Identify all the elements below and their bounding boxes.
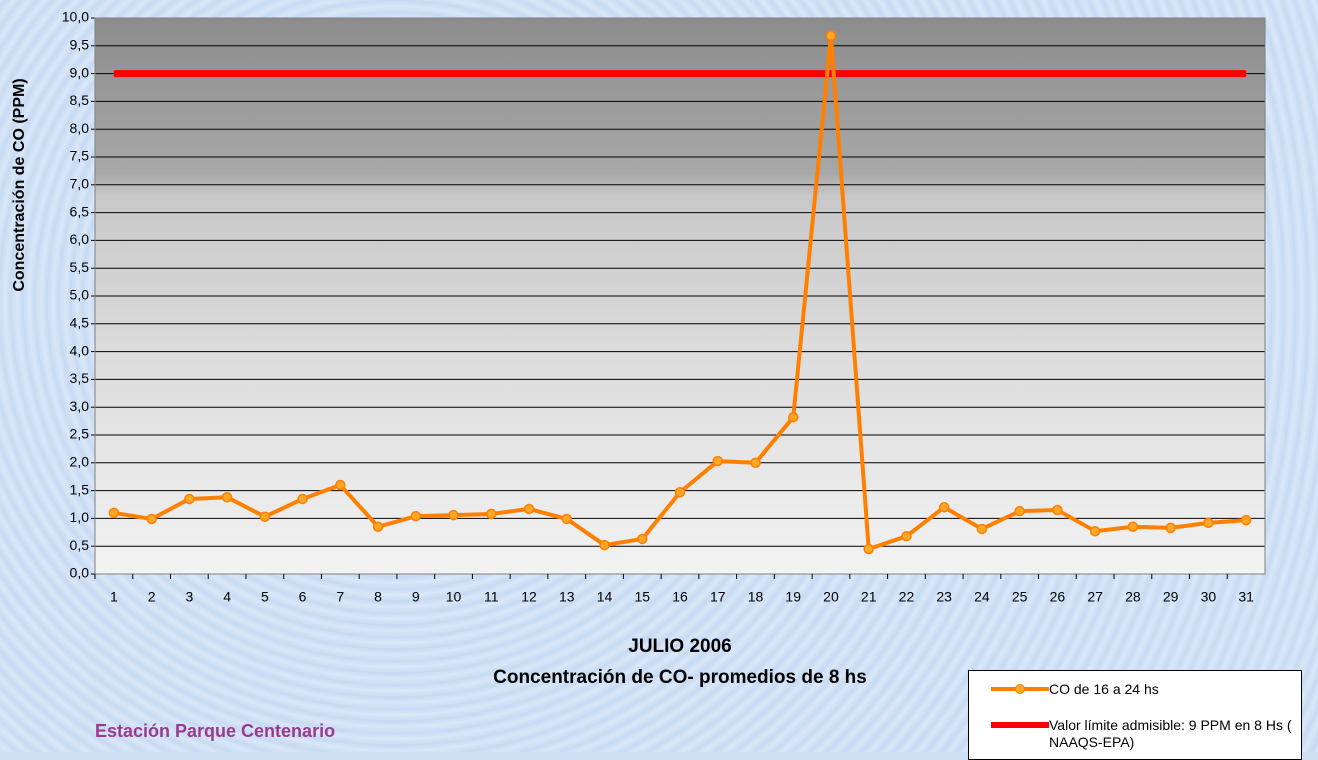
x-tick-label: 1 [110,589,118,605]
x-tick-label: 11 [484,589,499,605]
data-point [1052,504,1063,516]
legend-label: CO de 16 a 24 hs [1049,681,1159,697]
x-tick-label: 14 [597,589,613,605]
y-tick-label: 2,5 [70,426,90,442]
x-tick-label: 8 [374,589,382,605]
x-tick-label: 31 [1238,589,1254,605]
y-tick-label: 3,5 [70,370,90,386]
y-tick-label: 1,0 [70,509,90,525]
y-tick-label: 1,5 [70,481,90,497]
data-point [221,492,233,503]
data-point [712,455,723,467]
data-point [297,493,308,505]
x-tick-label: 15 [634,589,650,605]
y-tick-label: 0,5 [70,537,90,553]
y-tick-label: 6,5 [70,203,90,219]
x-tick-label: 10 [446,589,462,605]
x-tick-label: 4 [223,589,231,605]
y-tick-label: 0,0 [70,565,90,581]
data-point [938,502,950,513]
x-tick-label: 18 [748,589,764,605]
chart-subtitle: Concentración de CO- promedios de 8 hs [493,667,867,688]
legend-label: Valor límite admisible: 9 PPM en 8 Hs ( … [1049,717,1292,750]
y-tick-label: 4,0 [70,342,90,358]
data-point [1240,514,1252,526]
x-tick-label: 29 [1163,589,1179,605]
x-tick-label: 19 [785,589,801,605]
x-tick-label: 6 [299,589,307,605]
x-tick-label: 7 [336,589,344,605]
data-point [1014,505,1025,517]
x-tick-label: 3 [185,589,193,605]
x-tick-label: 5 [261,589,269,605]
y-tick-label: 5,5 [70,259,90,275]
data-point [486,508,497,520]
x-tick-label: 22 [899,589,915,605]
x-tick-label: 30 [1201,589,1217,605]
data-point [146,513,157,525]
data-point [523,503,535,515]
data-point [976,523,988,535]
y-tick-label: 7,5 [70,148,90,164]
data-point [1127,521,1139,532]
plot-border [94,17,1266,575]
data-point [1203,517,1214,529]
data-point [184,493,195,505]
data-point [637,533,648,545]
data-point [863,543,874,555]
y-tick-label: 5,0 [70,287,90,303]
y-tick-label: 10,0 [62,9,89,25]
x-tick-label: 17 [710,589,726,605]
y-tick-label: 9,5 [70,37,90,53]
y-tick-label: 3,0 [70,398,90,414]
y-tick-label: 6,0 [70,231,90,247]
station-label: Estación Parque Centenario [95,721,335,741]
x-tick-label: 25 [1012,589,1028,605]
data-point [410,510,422,522]
x-tick-label: 27 [1087,589,1103,605]
x-tick-label: 12 [521,589,537,605]
x-tick-label: 24 [974,589,990,605]
x-tick-label: 16 [672,589,688,605]
x-tick-label: 21 [861,589,877,605]
data-point [372,521,384,532]
y-tick-label: 4,5 [70,315,90,331]
data-point [335,479,346,491]
data-point [674,487,686,498]
legend: CO de 16 a 24 hs Valor límite admisible: … [968,670,1302,760]
data-point [825,30,837,42]
y-tick-label: 9,0 [70,64,90,80]
x-tick-label: 13 [559,589,575,605]
legend-item: Valor límite admisible: 9 PPM en 8 Hs ( … [969,715,1301,755]
data-point [1089,525,1101,537]
data-point [599,539,610,551]
data-point [1165,522,1176,534]
data-point [561,513,573,525]
data-point [108,507,120,519]
legend-marker [1015,684,1025,694]
legend-item: CO de 16 a 24 hs [969,679,1301,719]
chart-title: JULIO 2006 [628,636,732,657]
data-point [750,457,761,469]
x-tick-label: 28 [1125,589,1141,605]
x-tick-label: 20 [823,589,839,605]
y-tick-label: 8,0 [70,120,90,136]
x-tick-label: 2 [148,589,156,605]
x-tick-label: 9 [412,589,420,605]
data-point [448,509,459,521]
y-tick-label: 8,5 [70,92,90,108]
legend-swatch [991,722,1049,728]
data-point [259,511,271,522]
data-point [787,411,799,423]
y-axis-label: Concentración de CO (PPM) [11,78,28,291]
data-point [901,530,912,542]
legend-swatch [991,684,1049,694]
x-tick-label: 23 [936,589,952,605]
y-tick-label: 2,0 [70,454,90,470]
x-tick-label: 26 [1050,589,1066,605]
y-tick-label: 7,0 [70,176,90,192]
